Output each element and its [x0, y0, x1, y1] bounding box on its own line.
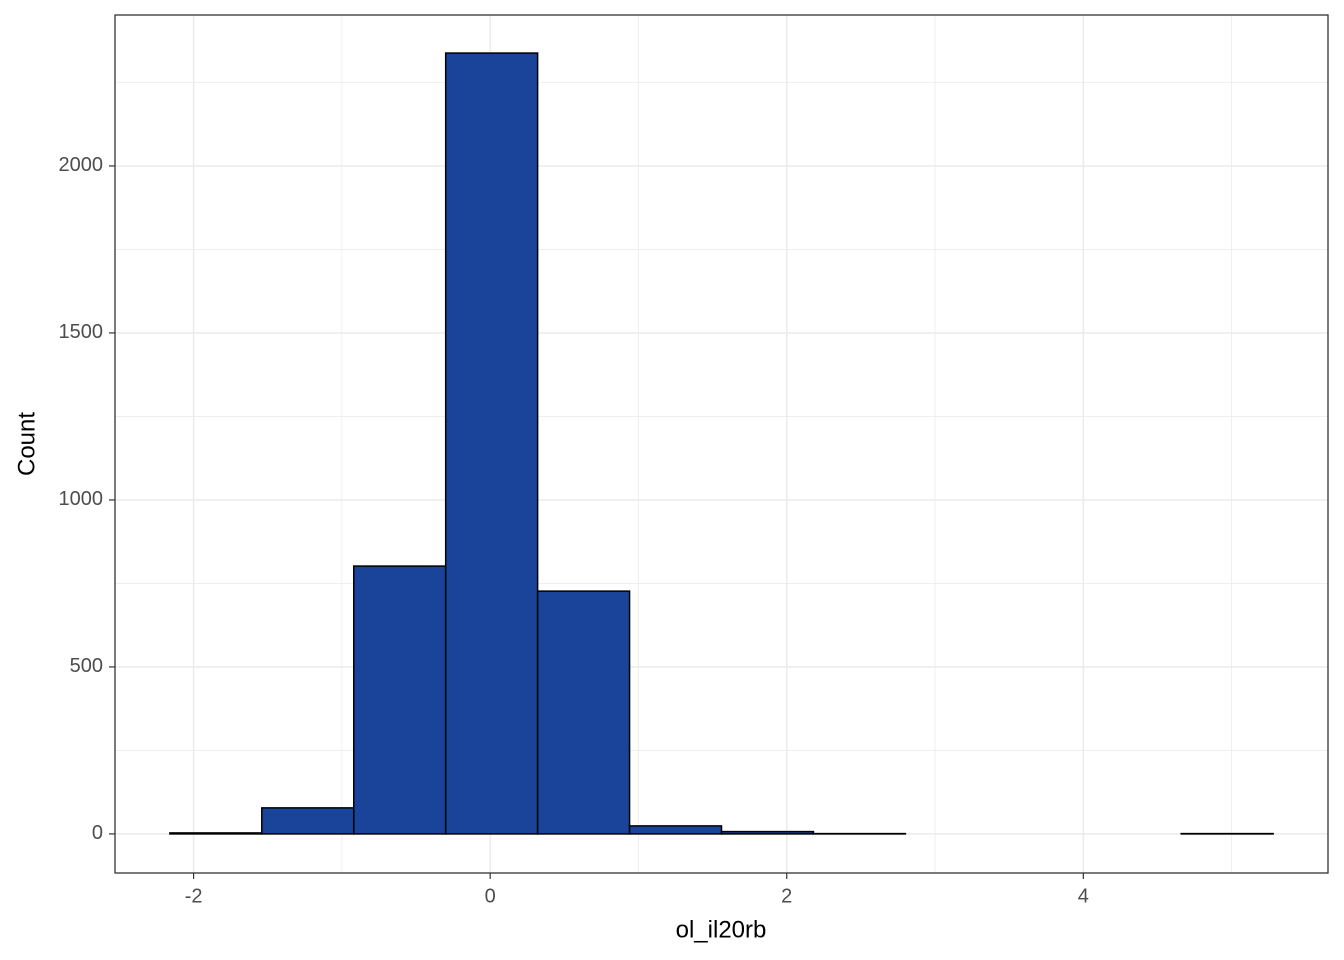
bar — [261, 807, 355, 835]
x-tick-label: -2 — [185, 885, 203, 907]
y-tick-label: 0 — [92, 822, 103, 844]
bar — [628, 825, 723, 835]
bar — [169, 832, 263, 835]
panel-border — [114, 14, 1329, 874]
panel — [115, 15, 1328, 873]
y-tick-label: 500 — [70, 655, 103, 677]
y-tick-label: 1500 — [59, 321, 104, 343]
y-axis-title: Count — [13, 412, 40, 476]
x-tick-label: 2 — [781, 885, 792, 907]
y-tick-label: 2000 — [59, 154, 104, 176]
bar — [720, 830, 815, 835]
x-tick-label: 0 — [485, 885, 496, 907]
bar — [536, 590, 631, 835]
bar — [444, 52, 539, 835]
bar — [352, 565, 447, 835]
x-tick-label: 4 — [1078, 885, 1089, 907]
y-tick-label: 1000 — [59, 488, 104, 510]
x-axis-title: ol_il20rb — [676, 916, 767, 943]
